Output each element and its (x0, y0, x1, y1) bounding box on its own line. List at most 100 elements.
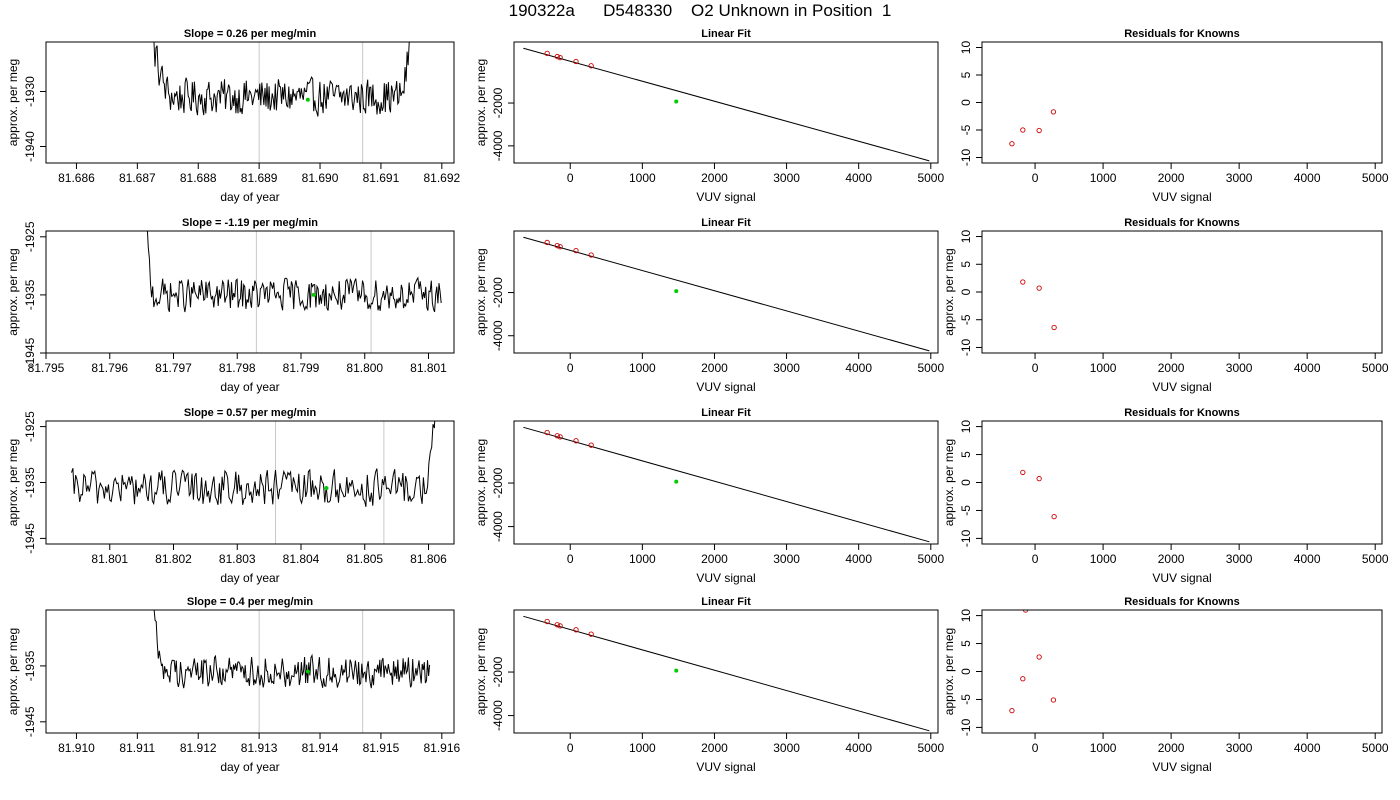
plot-area (1020, 469, 1057, 520)
y-tick-label: -4000 (491, 511, 505, 542)
plot-area (523, 236, 930, 352)
y-tick-label: -10 (959, 718, 973, 736)
chart-panel-resid-3: Residuals for Knowns 0 1000 2000 3000 4000 500… (942, 407, 1389, 585)
y-axis-label: approx. per meg (474, 248, 488, 335)
y-tick-label: -10 (959, 149, 973, 167)
y-tick-label: 10 (959, 41, 973, 55)
residual-point (1050, 697, 1057, 703)
fit-line (523, 615, 930, 732)
panel-title: Residuals for Knowns (1124, 217, 1240, 229)
panel-title: Residuals for Knowns (1124, 28, 1240, 40)
plot-frame (981, 41, 1383, 164)
plot-frame (513, 420, 939, 545)
x-tick-label: 81.799 (283, 361, 320, 375)
x-tick-label: 0 (567, 171, 574, 185)
x-tick-label: 2000 (1158, 552, 1185, 566)
x-tick-label: 81.913 (241, 741, 278, 755)
unknown-point (305, 669, 310, 674)
chart-panel-resid-4: Residuals for Knowns 0 1000 2000 3000 4000 500… (942, 596, 1389, 774)
y-axis-label: approx. per meg (6, 248, 20, 335)
y-tick-label: -2000 (491, 467, 505, 498)
plot-frame (45, 420, 455, 545)
residual-point (1051, 324, 1057, 331)
known-point (544, 239, 550, 246)
unknown-point (324, 486, 329, 491)
fit-line (523, 47, 930, 162)
known-point (554, 53, 560, 60)
x-tick-label: 5000 (917, 171, 944, 185)
x-tick-label: 4000 (845, 361, 872, 375)
residual-point (1036, 654, 1042, 660)
residual-point (1036, 285, 1042, 291)
x-tick-label: 1000 (629, 361, 656, 375)
y-tick-label: -5 (959, 694, 973, 705)
x-axis-label: VUV signal (696, 190, 755, 204)
x-axis-label: VUV signal (1152, 380, 1211, 394)
chart-panel-fit-2: Linear Fit 0 1000 2000 3000 4000 5000 -2000 -400… (474, 217, 944, 394)
residual-point (1036, 127, 1042, 134)
y-tick-label: -10 (959, 338, 973, 356)
known-point (544, 50, 550, 57)
known-point (573, 58, 579, 65)
fit-line (523, 236, 930, 352)
plot-area (153, 610, 431, 733)
x-tick-label: 3000 (773, 552, 800, 566)
x-tick-label: 2000 (701, 361, 728, 375)
known-point (557, 434, 563, 440)
panel-title: Slope = 0.26 per meg/min (184, 28, 317, 40)
residual-point (1022, 610, 1029, 613)
x-tick-label: 2000 (1158, 741, 1185, 755)
known-point (554, 243, 560, 249)
x-tick-label: 1000 (1090, 171, 1117, 185)
known-point (554, 622, 560, 628)
x-tick-label: 2000 (1158, 171, 1185, 185)
x-tick-label: 81.798 (219, 361, 256, 375)
y-axis-label: approx. per meg (942, 628, 956, 715)
x-tick-label: 5000 (1362, 741, 1389, 755)
unknown-point (674, 99, 679, 104)
x-tick-label: 81.804 (283, 552, 320, 566)
plot-frame (513, 609, 939, 734)
y-tick-label: 10 (959, 420, 973, 434)
x-tick-label: 1000 (1090, 361, 1117, 375)
x-tick-label: 1000 (629, 741, 656, 755)
y-tick-label: -4000 (491, 700, 505, 731)
x-tick-label: 81.688 (180, 171, 217, 185)
x-tick-label: 2000 (701, 171, 728, 185)
y-axis-label: approx. per meg (6, 59, 20, 146)
signal-trace (146, 231, 442, 313)
x-tick-label: 0 (567, 552, 574, 566)
y-tick-label: 10 (959, 230, 973, 244)
x-tick-label: 3000 (773, 171, 800, 185)
x-tick-label: 3000 (773, 361, 800, 375)
y-tick-label: -1935 (23, 467, 37, 498)
y-tick-label: -10 (959, 529, 973, 547)
x-axis-label: day of year (220, 760, 279, 774)
y-tick-label: 5 (959, 71, 973, 78)
y-tick-label: 0 (959, 288, 973, 295)
plot-area (1009, 109, 1057, 147)
x-tick-label: 81.914 (302, 741, 339, 755)
y-tick-label: -1935 (23, 279, 37, 310)
x-tick-label: 81.802 (155, 552, 192, 566)
known-point (588, 63, 594, 69)
residual-point (1051, 513, 1057, 520)
y-axis-label: approx. per meg (474, 628, 488, 715)
x-axis-label: day of year (220, 571, 279, 585)
y-tick-label: -5 (959, 505, 973, 516)
y-tick-label: 0 (959, 668, 973, 675)
panel-title: Linear Fit (701, 407, 751, 419)
plot-frame (513, 41, 939, 164)
x-tick-label: 5000 (917, 741, 944, 755)
x-tick-label: 81.911 (119, 741, 155, 755)
x-axis-label: VUV signal (696, 760, 755, 774)
signal-trace (71, 421, 436, 507)
y-tick-label: 5 (959, 451, 973, 458)
x-tick-label: 81.801 (410, 361, 447, 375)
x-tick-label: 5000 (917, 361, 944, 375)
y-axis-label: approx. per meg (942, 439, 956, 526)
plot-area (1009, 610, 1057, 714)
y-tick-label: -1945 (23, 706, 37, 737)
x-tick-label: 81.691 (363, 171, 400, 185)
chart-panel-resid-2: Residuals for Knowns 0 1000 2000 3000 4000 500… (942, 217, 1389, 394)
